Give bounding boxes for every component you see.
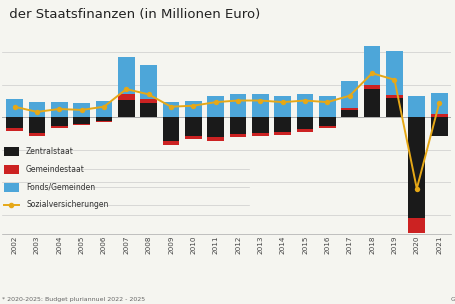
Text: G: G <box>449 298 454 302</box>
Point <box>256 98 263 103</box>
Bar <box>6 129 23 131</box>
Bar <box>430 117 446 136</box>
Bar <box>118 94 134 100</box>
Point <box>368 71 375 76</box>
Bar <box>207 96 223 117</box>
Bar <box>118 57 134 94</box>
Point <box>234 98 241 103</box>
Bar <box>162 102 179 117</box>
Text: Zentralstaat: Zentralstaat <box>26 147 74 156</box>
Bar <box>385 98 402 117</box>
Point <box>323 100 330 105</box>
Bar <box>408 117 424 218</box>
Bar <box>274 132 290 135</box>
Point <box>412 186 420 191</box>
Point <box>189 103 197 108</box>
Bar <box>140 103 157 117</box>
Point <box>33 109 40 114</box>
Bar <box>274 96 290 117</box>
Bar <box>207 117 223 137</box>
Point <box>278 100 286 105</box>
Bar <box>162 141 179 145</box>
Bar <box>296 94 313 117</box>
Text: der Staatsfinanzen (in Millionen Euro): der Staatsfinanzen (in Millionen Euro) <box>5 8 259 21</box>
Bar <box>296 117 313 130</box>
Bar <box>363 85 379 89</box>
Point <box>100 104 107 109</box>
Bar <box>318 96 335 117</box>
Bar <box>385 51 402 95</box>
Point <box>345 93 353 98</box>
FancyBboxPatch shape <box>4 147 19 156</box>
Bar <box>140 99 157 103</box>
Bar <box>185 101 201 117</box>
Bar <box>185 136 201 139</box>
Bar <box>29 117 45 133</box>
Bar <box>185 117 201 136</box>
Bar <box>51 117 67 126</box>
Bar <box>96 102 112 117</box>
Bar <box>252 94 268 117</box>
Bar <box>51 102 67 117</box>
Bar <box>96 117 112 121</box>
Bar <box>73 124 90 125</box>
Bar <box>341 110 357 117</box>
Bar <box>274 117 290 132</box>
Bar <box>229 117 246 134</box>
Bar <box>363 35 379 85</box>
Bar <box>29 133 45 136</box>
Point <box>301 98 308 103</box>
Point <box>145 92 152 97</box>
Bar <box>252 133 268 136</box>
Bar <box>6 117 23 129</box>
Bar <box>341 109 357 110</box>
Point <box>167 104 174 109</box>
Bar <box>162 117 179 141</box>
FancyBboxPatch shape <box>4 183 19 192</box>
Text: Fonds/Gemeinden: Fonds/Gemeinden <box>26 182 95 192</box>
Point <box>56 106 63 111</box>
Bar <box>229 94 246 117</box>
Bar <box>118 100 134 117</box>
Bar <box>73 103 90 117</box>
Text: Gemeindestaat: Gemeindestaat <box>26 164 85 174</box>
Bar <box>140 65 157 99</box>
FancyBboxPatch shape <box>4 165 19 174</box>
Bar <box>96 121 112 122</box>
Bar <box>408 218 424 233</box>
Point <box>390 77 397 82</box>
Bar <box>385 95 402 98</box>
Point <box>122 87 130 92</box>
Text: * 2020-2025: Budget pluriannuel 2022 - 2025: * 2020-2025: Budget pluriannuel 2022 - 2… <box>2 298 145 302</box>
Bar <box>363 89 379 117</box>
Bar <box>341 81 357 109</box>
Bar <box>408 96 424 117</box>
Bar <box>207 137 223 141</box>
Bar <box>430 114 446 117</box>
Bar <box>29 102 45 117</box>
Bar <box>318 126 335 128</box>
Point <box>435 101 442 106</box>
Bar <box>318 117 335 126</box>
Text: Sozialversicherungen: Sozialversicherungen <box>26 200 108 209</box>
Point <box>11 104 18 109</box>
Bar <box>229 134 246 137</box>
Point <box>212 100 219 105</box>
Bar <box>6 99 23 117</box>
Bar <box>430 93 446 114</box>
Point <box>78 108 85 112</box>
Bar <box>51 126 67 128</box>
Bar <box>252 117 268 133</box>
Bar <box>296 130 313 132</box>
Bar <box>73 117 90 124</box>
